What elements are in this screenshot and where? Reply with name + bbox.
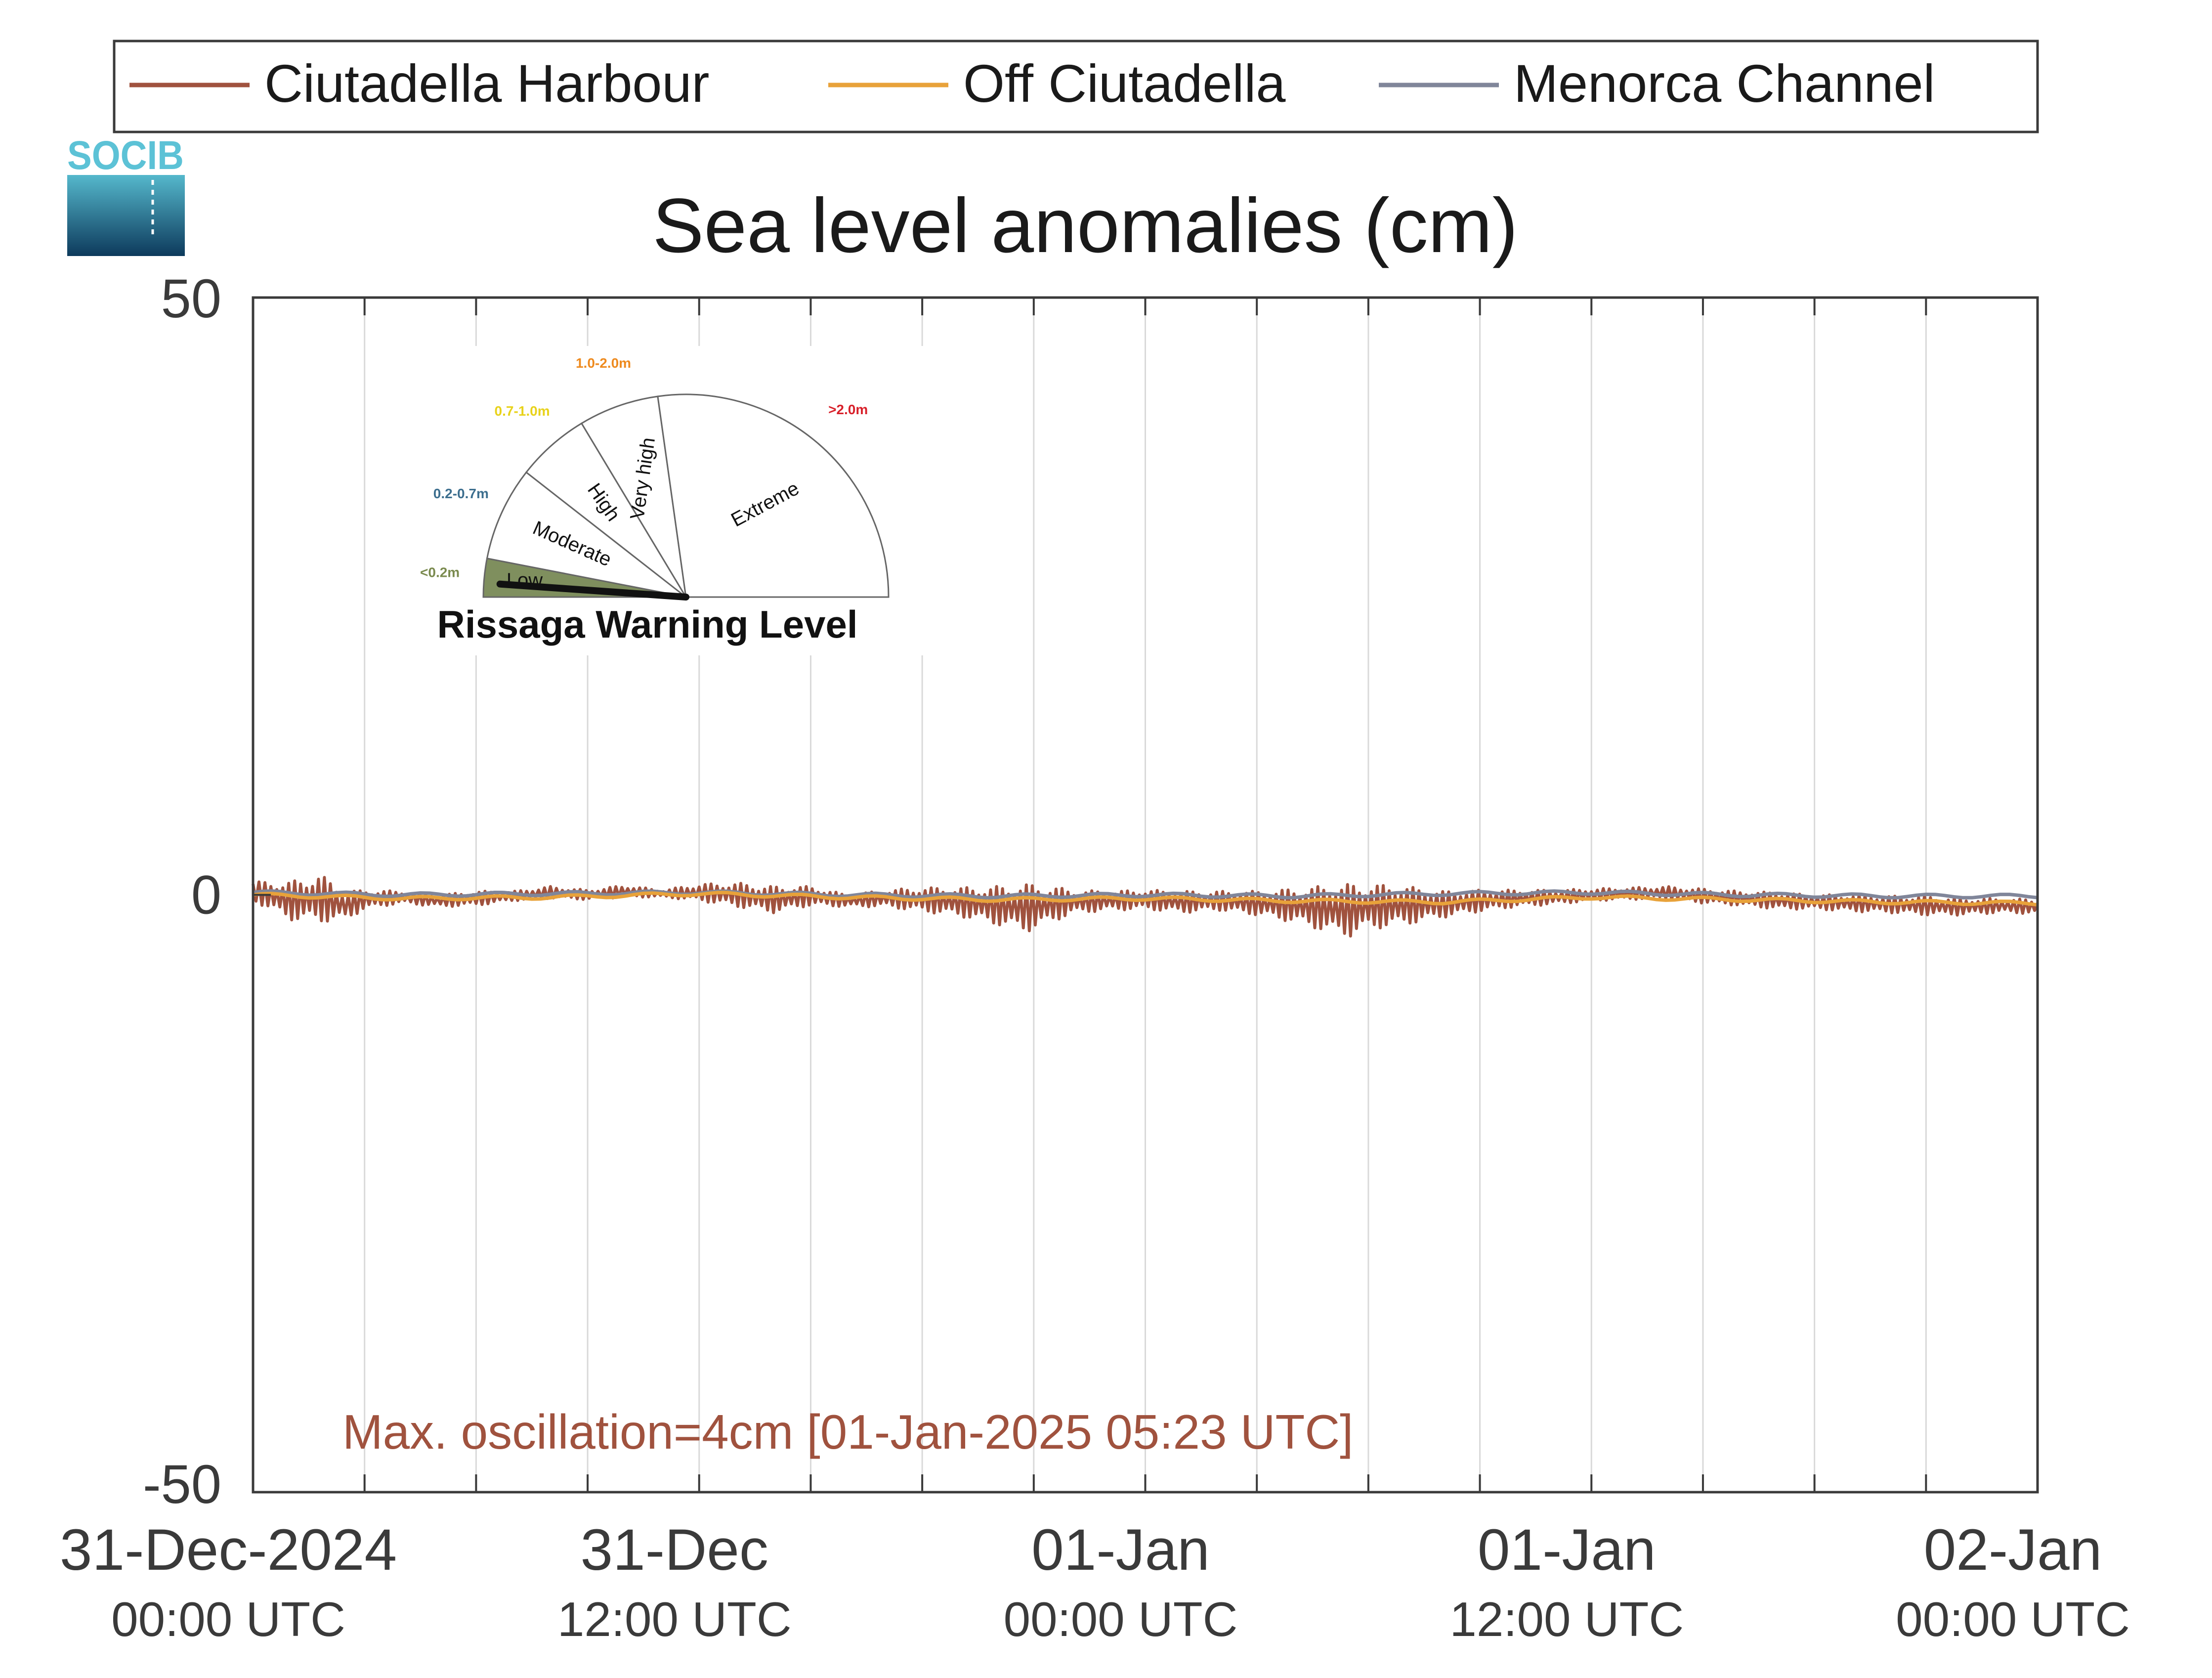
x-tick-label-date: 02-Jan bbox=[1924, 1517, 2102, 1583]
series-ciutadella-harbour bbox=[252, 876, 2039, 938]
x-tick-labels: 31-Dec-2024 00:00 UTC 31-Dec 12:00 UTC 01-Ja… bbox=[60, 1517, 2130, 1646]
gauge-range-label: >2.0m bbox=[828, 402, 868, 417]
gauge-range-label: 0.2-0.7m bbox=[433, 486, 489, 501]
legend-label-ciutadella-harbour: Ciutadella Harbour bbox=[264, 53, 710, 113]
x-tick-label-date: 01-Jan bbox=[1478, 1517, 1656, 1583]
max-oscillation-annotation: Max. oscillation=4cm [01-Jan-2025 05:23 … bbox=[342, 1405, 1353, 1459]
socib-logo: SOCIB bbox=[67, 133, 185, 256]
x-tick-label-time: 12:00 UTC bbox=[557, 1592, 792, 1646]
x-tick-label-date: 01-Jan bbox=[1031, 1517, 1210, 1583]
x-tick-label-time: 12:00 UTC bbox=[1449, 1592, 1684, 1646]
logo-wordmark: SOCIB bbox=[67, 133, 184, 178]
legend-label-off-ciutadella: Off Ciutadella bbox=[963, 53, 1286, 113]
gauge-range-label: <0.2m bbox=[420, 564, 460, 580]
series-menorca-channel bbox=[253, 889, 2038, 900]
x-tick-label-date: 31-Dec bbox=[581, 1517, 768, 1583]
gauge-sector-extreme bbox=[657, 393, 890, 598]
gauge-sector-very-high bbox=[580, 395, 687, 598]
x-tick-label-time: 00:00 UTC bbox=[1004, 1592, 1238, 1646]
y-tick-labels: -50 0 50 bbox=[143, 268, 221, 1515]
gauge-sector-high bbox=[525, 422, 687, 598]
y-tick-label: -50 bbox=[143, 1454, 221, 1515]
legend: Ciutadella Harbour Off Ciutadella Menorc… bbox=[113, 40, 2039, 133]
gauge-range-label: 0.7-1.0m bbox=[495, 403, 550, 419]
y-tick-label: 50 bbox=[161, 268, 221, 329]
gauge-range-label: 1.0-2.0m bbox=[576, 355, 631, 371]
legend-label-menorca-channel: Menorca Channel bbox=[1514, 53, 1935, 113]
chart-title: Sea level anomalies (cm) bbox=[652, 183, 1518, 269]
tick-marks bbox=[253, 297, 1927, 1493]
gauge-title: Rissaga Warning Level bbox=[437, 602, 857, 646]
series-layer bbox=[252, 876, 2039, 938]
series-off-ciutadella bbox=[253, 891, 2038, 907]
x-tick-label-time: 00:00 UTC bbox=[111, 1592, 345, 1646]
gauge-sector-moderate bbox=[486, 471, 686, 598]
gauge-needle bbox=[496, 580, 689, 601]
y-tick-label: 0 bbox=[191, 865, 221, 926]
x-tick-label-time: 00:00 UTC bbox=[1896, 1592, 2130, 1646]
x-tick-label-date: 31-Dec-2024 bbox=[60, 1517, 397, 1583]
